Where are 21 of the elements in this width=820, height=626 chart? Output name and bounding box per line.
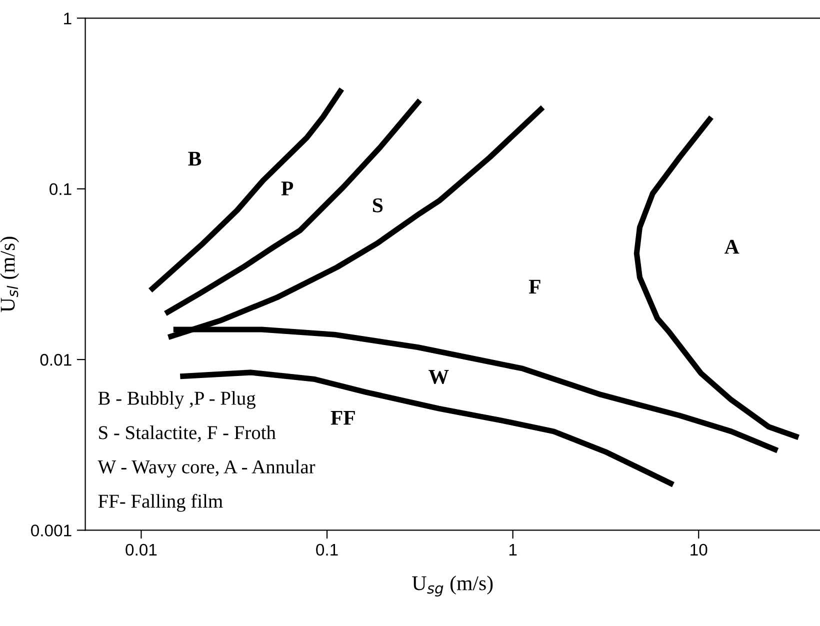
y-axis-title: U$_{sl}$ (m/s) [0,236,19,312]
annotation: B [188,152,202,166]
y-tick-label: 0.01 [40,354,72,366]
x-tick-label: 0.1 [316,544,338,556]
annotation: B - Bubbly ,P - Plug [98,391,256,409]
y-tick-label: 1 [64,12,72,24]
annotation: FF [330,410,355,425]
x-tick-label: 10 [690,544,708,556]
annotation: F [528,280,540,294]
x-tick-label: 1 [509,544,517,556]
annotation: A [724,240,740,254]
annotation: S [373,198,383,212]
annotation: FF- Falling film [98,494,223,512]
y-tick-label: 0.1 [50,183,72,196]
x-axis-title: U$_{sg}$ (m/s) [412,576,493,597]
annotation: P [281,182,294,196]
annotation: W - Wavy core, A - Annular [98,460,316,478]
y-tick-label: 0.001 [31,524,72,536]
annotation: W [428,370,449,384]
annotation: S - Stalactite, F - Froth [99,426,276,442]
x-tick-label: 0.01 [126,544,157,556]
